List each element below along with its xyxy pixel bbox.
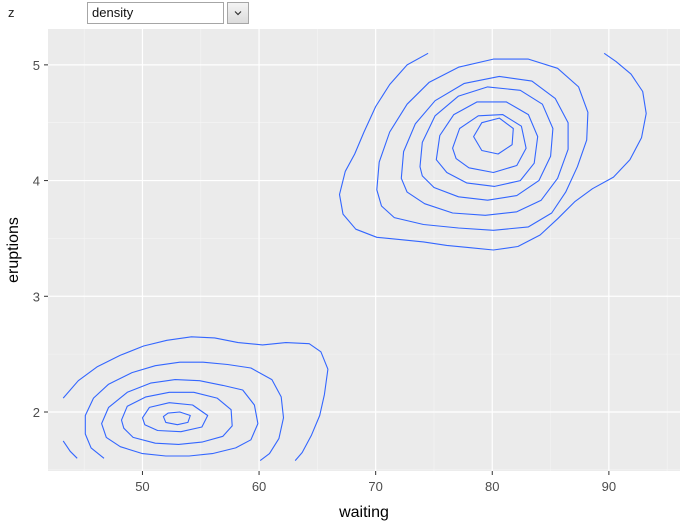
contour-line-level-2 [376, 58, 589, 231]
x-axis-title: waiting [338, 504, 389, 521]
contour-line-level-1 [338, 52, 647, 251]
grid-lines [48, 29, 680, 471]
y-tick-label: 4 [33, 174, 40, 189]
dropdown-button[interactable] [227, 2, 249, 24]
contour-line-level-4 [120, 391, 233, 445]
contour-line-level-3 [101, 379, 259, 457]
x-tick-label: 70 [368, 479, 382, 494]
y-tick-label: 2 [33, 405, 40, 420]
axis-ticks: 50 60 70 80 90 2 3 4 5 [33, 58, 616, 494]
contour-line-level-6 [452, 114, 527, 174]
contour-line-level-4 [419, 86, 554, 201]
y-tick-label: 5 [33, 58, 40, 73]
contour-line-level-1 [62, 336, 329, 461]
contour-line-level-3 [400, 75, 569, 216]
z-select-value[interactable]: density [87, 2, 224, 24]
x-tick-label: 60 [252, 479, 266, 494]
z-control-label: z [8, 5, 15, 20]
x-tick-label: 50 [135, 479, 149, 494]
contour-line-level-6 [162, 411, 191, 426]
contour-lines [62, 52, 647, 462]
plot-panel [48, 29, 680, 471]
chevron-down-icon [234, 11, 242, 16]
x-tick-label: 90 [602, 479, 616, 494]
contour-line-level-5 [435, 101, 539, 187]
contour-line-level-2 [84, 361, 285, 462]
contour-line-level-5 [141, 402, 209, 433]
x-tick-label: 80 [485, 479, 499, 494]
contour-line-level-7 [473, 117, 514, 155]
y-axis-title: eruptions [5, 217, 22, 283]
z-select[interactable]: density [87, 2, 249, 26]
contour-line-level-1 [62, 440, 78, 459]
y-tick-label: 3 [33, 289, 40, 304]
